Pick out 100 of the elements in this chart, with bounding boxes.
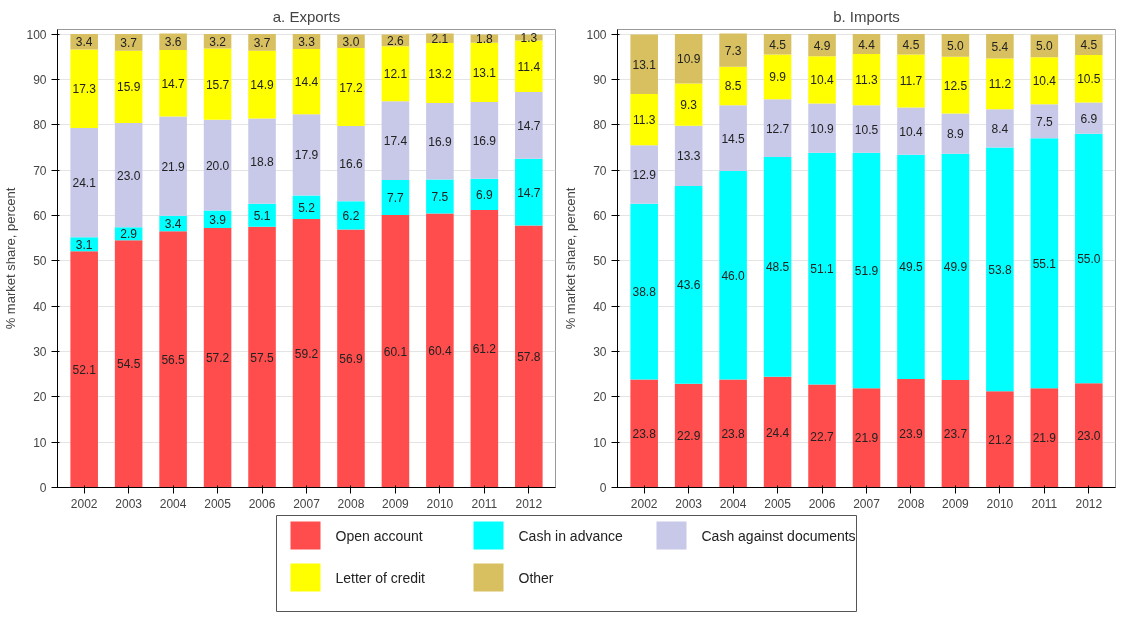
y-tick-label: 90 — [33, 72, 47, 87]
y-tick-label: 0 — [39, 481, 47, 495]
bar — [470, 102, 499, 179]
data-label: 3.7 — [120, 35, 138, 50]
data-label: 23.9 — [899, 426, 923, 441]
bar — [986, 34, 1014, 59]
data-label: 3.4 — [164, 217, 182, 232]
data-label: 2.9 — [120, 227, 138, 242]
bar — [719, 379, 747, 488]
bar — [159, 49, 187, 117]
data-label: 12.7 — [765, 121, 790, 136]
data-label: 3.3 — [298, 35, 316, 50]
bar — [70, 49, 98, 128]
bar — [515, 225, 543, 488]
data-label: 11.3 — [855, 73, 879, 88]
bar — [808, 384, 836, 488]
bar — [897, 107, 925, 155]
bar — [159, 231, 187, 488]
data-label: 13.1 — [472, 65, 497, 80]
data-label: 11.3 — [632, 113, 656, 128]
data-label: 15.7 — [205, 77, 230, 92]
bar — [248, 118, 276, 204]
chart-title: a. Exports — [272, 7, 341, 25]
data-label: 52.1 — [72, 362, 97, 377]
data-label: 14.5 — [721, 131, 746, 146]
data-label: 1.3 — [520, 30, 538, 45]
data-label: 14.7 — [517, 118, 541, 133]
bar — [630, 203, 658, 380]
data-label: 14.7 — [517, 185, 541, 200]
data-label: 55.0 — [1077, 252, 1101, 266]
bar — [986, 147, 1014, 392]
x-tick-label: 2009 — [942, 496, 970, 511]
data-label: 60.1 — [383, 344, 408, 359]
bar — [292, 114, 321, 196]
y-tick-label: 40 — [593, 299, 607, 314]
data-label: 16.6 — [339, 157, 363, 172]
data-label: 3.4 — [75, 35, 93, 50]
data-label: 7.3 — [724, 43, 742, 58]
bar — [381, 101, 410, 181]
data-label: 22.7 — [810, 429, 835, 444]
bar — [763, 156, 792, 377]
data-label: 2.6 — [387, 33, 405, 48]
data-label: 21.9 — [1032, 431, 1057, 446]
y-tick-label: 80 — [33, 118, 47, 133]
y-tick-label: 30 — [33, 344, 47, 359]
bar — [248, 203, 276, 227]
bar — [381, 46, 410, 102]
data-label: 15.9 — [116, 80, 141, 95]
data-label: 9.9 — [769, 70, 787, 85]
data-label: 6.9 — [476, 187, 494, 202]
bar — [426, 213, 454, 488]
data-label: 11.7 — [899, 74, 923, 89]
data-label: 12.5 — [943, 78, 968, 93]
bar — [248, 226, 276, 488]
bar — [515, 158, 543, 226]
data-label: 10.9 — [810, 121, 835, 136]
bar — [381, 214, 410, 488]
data-label: 49.9 — [943, 260, 968, 275]
bar — [203, 119, 232, 211]
y-tick-label: 90 — [593, 72, 607, 87]
bar — [337, 229, 365, 488]
bar — [763, 54, 792, 100]
bar — [630, 145, 658, 204]
legend-label: Cash against documents — [701, 527, 856, 544]
data-label: 23.0 — [1077, 428, 1101, 443]
y-tick-label: 100 — [586, 27, 607, 42]
data-label: 10.5 — [854, 122, 879, 137]
bar — [70, 251, 98, 488]
bar — [674, 125, 703, 186]
bar — [897, 54, 925, 108]
bar — [852, 152, 881, 389]
data-label: 10.4 — [810, 73, 835, 88]
x-tick-label: 2005 — [764, 496, 792, 511]
data-label: 8.9 — [947, 127, 965, 142]
x-tick-label: 2003 — [115, 496, 143, 511]
bar — [114, 122, 143, 228]
bar — [852, 105, 881, 153]
x-tick-label: 2008 — [337, 496, 365, 511]
bar — [70, 127, 98, 238]
data-label: 20.0 — [205, 158, 230, 173]
data-label: 46.0 — [721, 268, 746, 283]
bar — [808, 56, 836, 104]
bar — [515, 92, 543, 159]
data-label: 4.5 — [902, 37, 920, 52]
x-tick-label: 2011 — [471, 496, 498, 511]
data-label: 23.0 — [116, 168, 141, 183]
data-label: 56.5 — [161, 352, 186, 367]
bar — [114, 240, 143, 488]
data-label: 5.4 — [991, 39, 1009, 54]
bar — [808, 103, 836, 153]
y-tick-label: 50 — [33, 254, 47, 269]
x-tick-label: 2011 — [1031, 496, 1058, 511]
data-label: 17.2 — [339, 80, 363, 95]
bar — [292, 219, 321, 488]
bar — [1075, 102, 1103, 134]
legend-label: Cash in advance — [518, 527, 623, 544]
y-tick-label: 10 — [593, 435, 607, 450]
data-label: 22.9 — [676, 429, 701, 444]
bar — [941, 56, 970, 114]
data-label: 12.9 — [632, 167, 657, 182]
